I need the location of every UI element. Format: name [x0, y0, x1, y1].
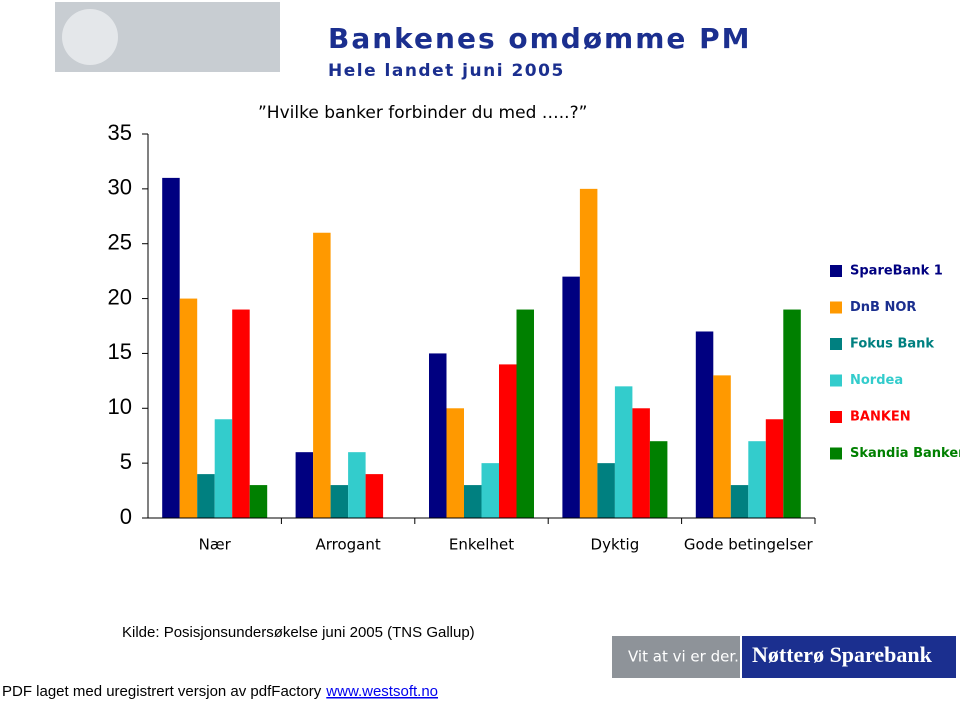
bar	[516, 309, 534, 518]
legend-swatch	[830, 301, 842, 314]
legend-label: BANKEN	[850, 410, 911, 425]
bar	[214, 419, 233, 518]
bar	[748, 441, 766, 518]
legend-swatch	[830, 374, 842, 387]
bar	[597, 463, 615, 518]
y-tick-label: 20	[108, 284, 132, 309]
bar	[632, 408, 650, 518]
bank-name: Nøtterø Sparebank	[752, 642, 933, 667]
slogan: Vit at vi er der.	[628, 648, 739, 666]
legend-swatch	[830, 411, 842, 423]
bar	[499, 364, 517, 518]
bar	[481, 463, 499, 518]
bar	[730, 485, 749, 518]
bar	[695, 331, 714, 518]
legend-label: Nordea	[850, 373, 903, 388]
legend-label: Skandia Banken	[850, 446, 960, 461]
bank-box	[742, 636, 956, 678]
y-tick-label: 15	[108, 339, 132, 364]
x-tick-label: Arrogant	[315, 536, 380, 554]
question: ”Hvilke banker forbinder du med …..?”	[258, 103, 587, 123]
pdf-link[interactable]: www.westsoft.no	[325, 683, 438, 700]
pdf-note: PDF laget med uregistrert versjon av pdf…	[2, 683, 438, 700]
bar	[348, 452, 366, 518]
y-tick-label: 25	[108, 230, 132, 255]
legend-swatch	[830, 447, 842, 460]
bar	[562, 276, 580, 518]
x-tick-label: Enkelhet	[449, 536, 514, 554]
bar	[330, 485, 349, 518]
bar	[162, 177, 180, 518]
x-tick-label: Dyktig	[591, 536, 640, 554]
bar	[429, 353, 447, 518]
x-tick-label: Gode betingelser	[684, 536, 814, 554]
y-tick-label: 30	[108, 175, 132, 200]
y-tick-label: 35	[108, 120, 132, 145]
bar	[579, 188, 598, 518]
bar	[179, 298, 198, 518]
bar	[446, 408, 464, 518]
bar	[365, 474, 384, 518]
subtitle: Hele landet juni 2005	[328, 61, 565, 81]
legend-label: DnB NOR	[850, 300, 916, 315]
legend-label: Fokus Bank	[850, 337, 934, 352]
bar	[765, 419, 784, 518]
legend-label: SpareBank 1	[850, 264, 943, 279]
bar	[313, 232, 331, 518]
y-tick-label: 10	[108, 394, 132, 419]
title: Bankenes omdømme PM	[328, 22, 752, 55]
photo-logo	[62, 9, 118, 65]
y-tick-label: 0	[120, 504, 132, 529]
bar	[295, 452, 314, 518]
y-tick-label: 5	[120, 449, 132, 474]
legend-swatch	[830, 265, 842, 277]
legend-swatch	[830, 338, 842, 350]
x-tick-label: Nær	[199, 536, 232, 554]
slogan-box	[612, 636, 740, 678]
pdf-note-text: PDF laget med uregistrert versjon av pdf…	[2, 683, 322, 700]
bar	[232, 309, 250, 518]
bar	[464, 485, 482, 518]
source: Kilde: Posisjonsundersøkelse juni 2005 (…	[122, 624, 475, 641]
bar	[614, 386, 633, 518]
bar	[783, 309, 801, 518]
bar	[713, 375, 731, 518]
bar	[649, 441, 668, 518]
bar	[197, 474, 215, 518]
bar	[249, 485, 268, 518]
